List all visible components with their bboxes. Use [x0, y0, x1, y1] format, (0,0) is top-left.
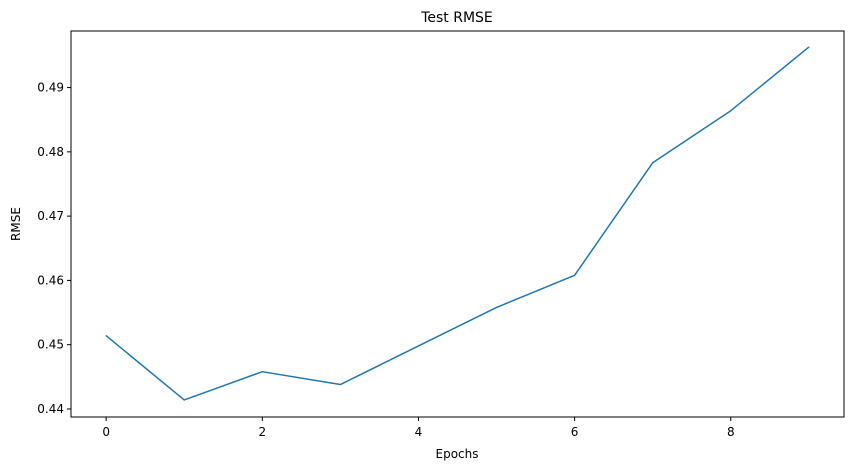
data-point	[730, 110, 732, 112]
y-tick-label: 0.45	[37, 338, 64, 352]
x-axis-label: Epochs	[436, 447, 479, 461]
chart-title: Test RMSE	[420, 10, 493, 26]
y-axis-label: RMSE	[9, 207, 23, 241]
data-point	[652, 162, 654, 164]
y-tick-label: 0.49	[37, 81, 64, 95]
data-point	[808, 46, 810, 48]
data-point	[339, 383, 341, 386]
y-tick-label: 0.47	[37, 209, 64, 223]
x-tick-label: 8	[727, 425, 735, 439]
x-tick-label: 0	[102, 425, 110, 439]
data-point	[495, 306, 498, 309]
y-tick-label: 0.48	[37, 145, 64, 159]
series-line	[105, 46, 810, 401]
x-tick-label: 6	[571, 425, 579, 439]
x-tick-label: 2	[258, 425, 266, 439]
data-point	[183, 399, 185, 401]
plot-area	[70, 30, 845, 418]
data-point	[261, 371, 263, 373]
data-point	[105, 335, 107, 337]
x-axis: 0 2 4 6 8	[102, 417, 735, 439]
data-point	[574, 274, 576, 276]
y-tick-label: 0.44	[37, 402, 64, 416]
data-point	[417, 345, 420, 347]
x-tick-label: 4	[415, 425, 423, 439]
y-tick-label: 0.46	[37, 273, 64, 287]
series-layer	[105, 46, 810, 401]
y-axis: 0.44 0.45 0.46 0.47 0.48 0.49	[37, 81, 71, 416]
